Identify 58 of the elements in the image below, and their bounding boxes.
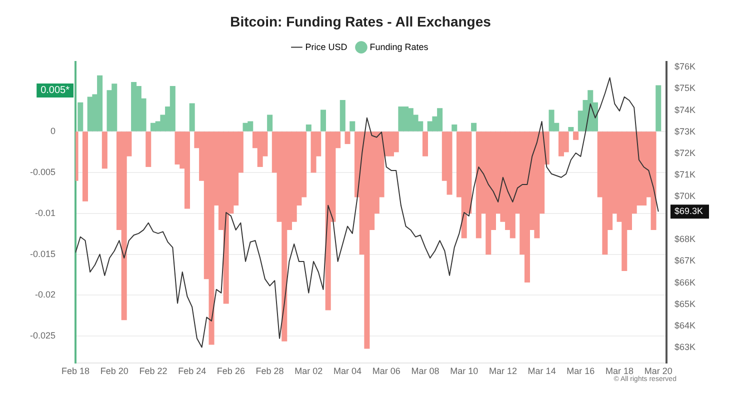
bar [471, 122, 477, 132]
y2-tick-label: $69.3K [674, 206, 704, 216]
legend-label: Funding Rates [370, 42, 429, 52]
bar [422, 132, 428, 156]
y2-tick-label: $71K [674, 169, 696, 180]
chart-title: Bitcoin: Funding Rates - All Exchanges [230, 13, 492, 30]
bar [82, 132, 88, 202]
x-tick-label: Mar 18 [606, 366, 634, 376]
x-tick-label: Mar 20 [644, 366, 672, 376]
y-tick-label: 0 [50, 126, 56, 136]
y2-tick-label: $63K [674, 342, 696, 352]
y2-tick-label: $76K [674, 62, 696, 72]
x-tick-label: Feb 18 [62, 366, 90, 376]
bar [344, 132, 350, 144]
x-tick-label: Mar 12 [488, 366, 517, 376]
bar [656, 85, 662, 132]
x-tick-label: Feb 22 [139, 366, 168, 376]
bar [340, 100, 346, 132]
y2-tick-label: $70K [674, 191, 696, 202]
bar [350, 121, 356, 132]
bar [306, 124, 312, 132]
bar [320, 110, 326, 132]
bar [568, 126, 574, 132]
bar [189, 103, 195, 132]
y2-tick-label: $66K [674, 277, 696, 288]
y2-tick-label: $72K [674, 148, 696, 158]
bar [476, 132, 482, 238]
x-tick-label: Mar 16 [566, 366, 595, 376]
x-tick-label: Mar 06 [372, 366, 400, 376]
x-tick-label: Mar 02 [294, 366, 323, 376]
y-tick-label: -0.025 [30, 330, 56, 341]
x-tick-label: Feb 28 [256, 366, 284, 376]
x-tick-label: Feb 24 [178, 366, 206, 376]
y-tick-label: -0.015 [30, 248, 56, 259]
bar [452, 124, 458, 132]
y2-tick-label: $74K [674, 104, 696, 115]
y2-tick-label: $68K [674, 234, 696, 244]
legend-label: Price USD [305, 42, 348, 52]
y-tick-label: -0.01 [35, 208, 56, 218]
x-tick-label: Mar 08 [411, 366, 440, 376]
y2-tick-label: $73K [674, 126, 696, 136]
y-tick-label: -0.005 [30, 166, 56, 177]
bar [102, 132, 108, 169]
y2-tick-label: $64K [674, 320, 696, 330]
y2-tick-label: $65K [674, 298, 696, 309]
y-tick-label: -0.02 [35, 290, 56, 300]
bar [267, 114, 273, 132]
x-tick-label: Mar 14 [528, 366, 556, 376]
x-tick-label: Feb 26 [216, 366, 245, 376]
x-tick-label: Feb 20 [100, 366, 128, 376]
bar [573, 132, 579, 140]
bar [78, 102, 84, 132]
x-tick-label: Mar 04 [334, 366, 362, 376]
y2-tick-label: $75K [674, 83, 696, 94]
bar [146, 132, 152, 167]
x-tick-label: Mar 10 [450, 366, 478, 376]
y2-tick-label: $67K [674, 256, 696, 266]
annotation: 0.005* [40, 85, 70, 96]
